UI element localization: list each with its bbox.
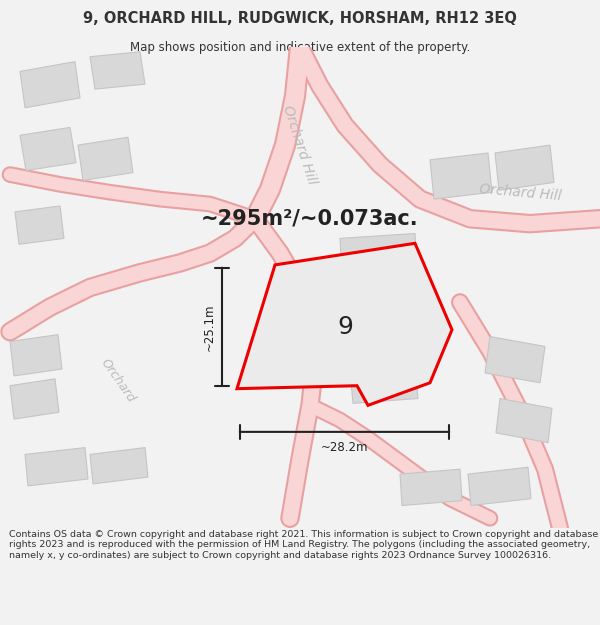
- Polygon shape: [400, 469, 462, 506]
- Polygon shape: [350, 366, 418, 403]
- Polygon shape: [10, 379, 59, 419]
- Polygon shape: [340, 234, 417, 276]
- Text: ~295m²/~0.073ac.: ~295m²/~0.073ac.: [201, 209, 419, 229]
- Polygon shape: [20, 127, 76, 171]
- Polygon shape: [237, 243, 452, 406]
- Polygon shape: [78, 138, 133, 181]
- Text: Orchard: Orchard: [98, 356, 138, 405]
- Polygon shape: [25, 448, 88, 486]
- Text: Orchard Hill: Orchard Hill: [281, 104, 319, 186]
- Polygon shape: [468, 468, 531, 506]
- Polygon shape: [90, 52, 145, 89]
- Text: Orchard Hill: Orchard Hill: [478, 182, 562, 203]
- Polygon shape: [496, 399, 552, 442]
- Polygon shape: [15, 206, 64, 244]
- Text: Contains OS data © Crown copyright and database right 2021. This information is : Contains OS data © Crown copyright and d…: [9, 530, 598, 560]
- Polygon shape: [10, 334, 62, 376]
- Text: ~25.1m: ~25.1m: [203, 303, 215, 351]
- Polygon shape: [90, 448, 148, 484]
- Text: 9: 9: [337, 315, 353, 339]
- Polygon shape: [485, 337, 545, 382]
- Polygon shape: [495, 145, 554, 190]
- Polygon shape: [20, 62, 80, 107]
- Text: 9, ORCHARD HILL, RUDGWICK, HORSHAM, RH12 3EQ: 9, ORCHARD HILL, RUDGWICK, HORSHAM, RH12…: [83, 11, 517, 26]
- Text: Map shows position and indicative extent of the property.: Map shows position and indicative extent…: [130, 41, 470, 54]
- Text: ~28.2m: ~28.2m: [321, 441, 368, 454]
- Polygon shape: [430, 153, 492, 199]
